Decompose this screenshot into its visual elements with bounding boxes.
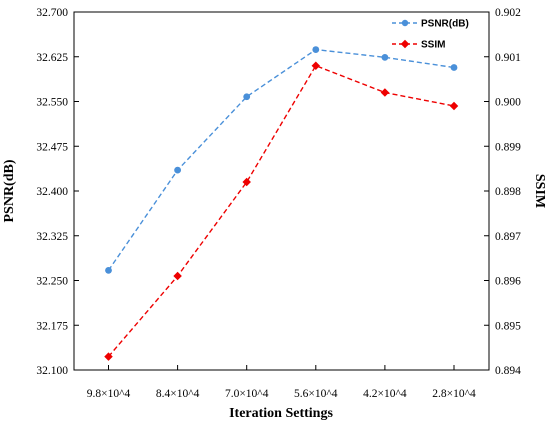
left-y-tick-label: 32.475 <box>36 141 68 153</box>
data-point-psnr-db <box>381 53 389 61</box>
legend: PSNR(dB) SSIM <box>392 19 469 51</box>
data-point-psnr-db <box>174 166 182 174</box>
data-point-psnr-db <box>243 93 251 101</box>
data-point-ssim <box>311 61 321 70</box>
left-y-tick-label: 32.100 <box>36 365 68 377</box>
x-tick-label: 8.4×10^4 <box>156 388 200 400</box>
legend-entry-psnr: PSNR(dB) <box>392 19 469 30</box>
x-tick-label: 5.6×10^4 <box>294 388 338 400</box>
x-tick-label: 2.8×10^4 <box>432 388 476 400</box>
right-y-axis-ticks: 0.894 0.895 0.896 0.897 0.898 0.899 0.900 0.901… <box>484 7 521 377</box>
right-y-tick-label: 0.894 <box>495 365 521 377</box>
right-y-tick-label: 0.899 <box>495 141 521 153</box>
legend-psnr-label: PSNR(dB) <box>421 19 469 30</box>
x-tick-label: 9.8×10^4 <box>87 388 131 400</box>
x-tick-label: 4.2×10^4 <box>363 388 407 400</box>
legend-psnr-marker <box>401 19 409 27</box>
right-y-tick-label: 0.902 <box>495 7 521 19</box>
data-point-psnr-db <box>450 64 458 71</box>
data-point-ssim <box>380 88 390 97</box>
right-y-tick-label: 0.896 <box>495 276 521 288</box>
left-y-tick-label: 32.400 <box>36 186 68 198</box>
data-point-ssim <box>104 352 113 361</box>
left-y-tick-label: 32.550 <box>36 97 68 109</box>
legend-ssim-label: SSIM <box>421 40 445 51</box>
right-y-tick-label: 0.895 <box>495 320 521 332</box>
legend-ssim-marker <box>400 39 410 49</box>
left-y-tick-label: 32.250 <box>36 276 68 288</box>
data-point-psnr-db <box>312 46 320 53</box>
left-y-axis-title: PSNR(dB) <box>2 159 17 222</box>
right-y-tick-label: 0.897 <box>495 231 521 243</box>
right-y-tick-label: 0.900 <box>495 97 521 109</box>
x-axis-ticks: 9.8×10^4 8.4×10^4 7.0×10^4 5.6×10^4 4.2×10^4… <box>87 365 476 400</box>
left-y-tick-label: 32.625 <box>36 52 68 64</box>
right-y-axis-title: SSIM <box>532 174 547 208</box>
left-y-tick-label: 32.325 <box>36 231 68 243</box>
right-y-tick-label: 0.898 <box>495 186 521 198</box>
left-y-tick-label: 32.700 <box>36 7 68 19</box>
data-point-ssim <box>173 271 182 281</box>
x-tick-label: 7.0×10^4 <box>225 388 269 400</box>
left-y-axis-ticks: 32.100 32.175 32.250 32.325 32.400 32.475 32.5… <box>36 7 79 377</box>
series-layer <box>104 46 459 361</box>
series-line-ssim <box>107 64 455 358</box>
left-y-tick-label: 32.175 <box>36 320 68 332</box>
legend-entry-ssim: SSIM <box>392 40 445 51</box>
x-axis-title: Iteration Settings <box>229 406 333 421</box>
series-line-psnr-db <box>107 48 455 271</box>
data-point-psnr-db <box>105 266 112 274</box>
data-point-ssim <box>449 101 459 111</box>
plot-frame <box>73 11 490 371</box>
right-y-tick-label: 0.901 <box>495 52 521 64</box>
